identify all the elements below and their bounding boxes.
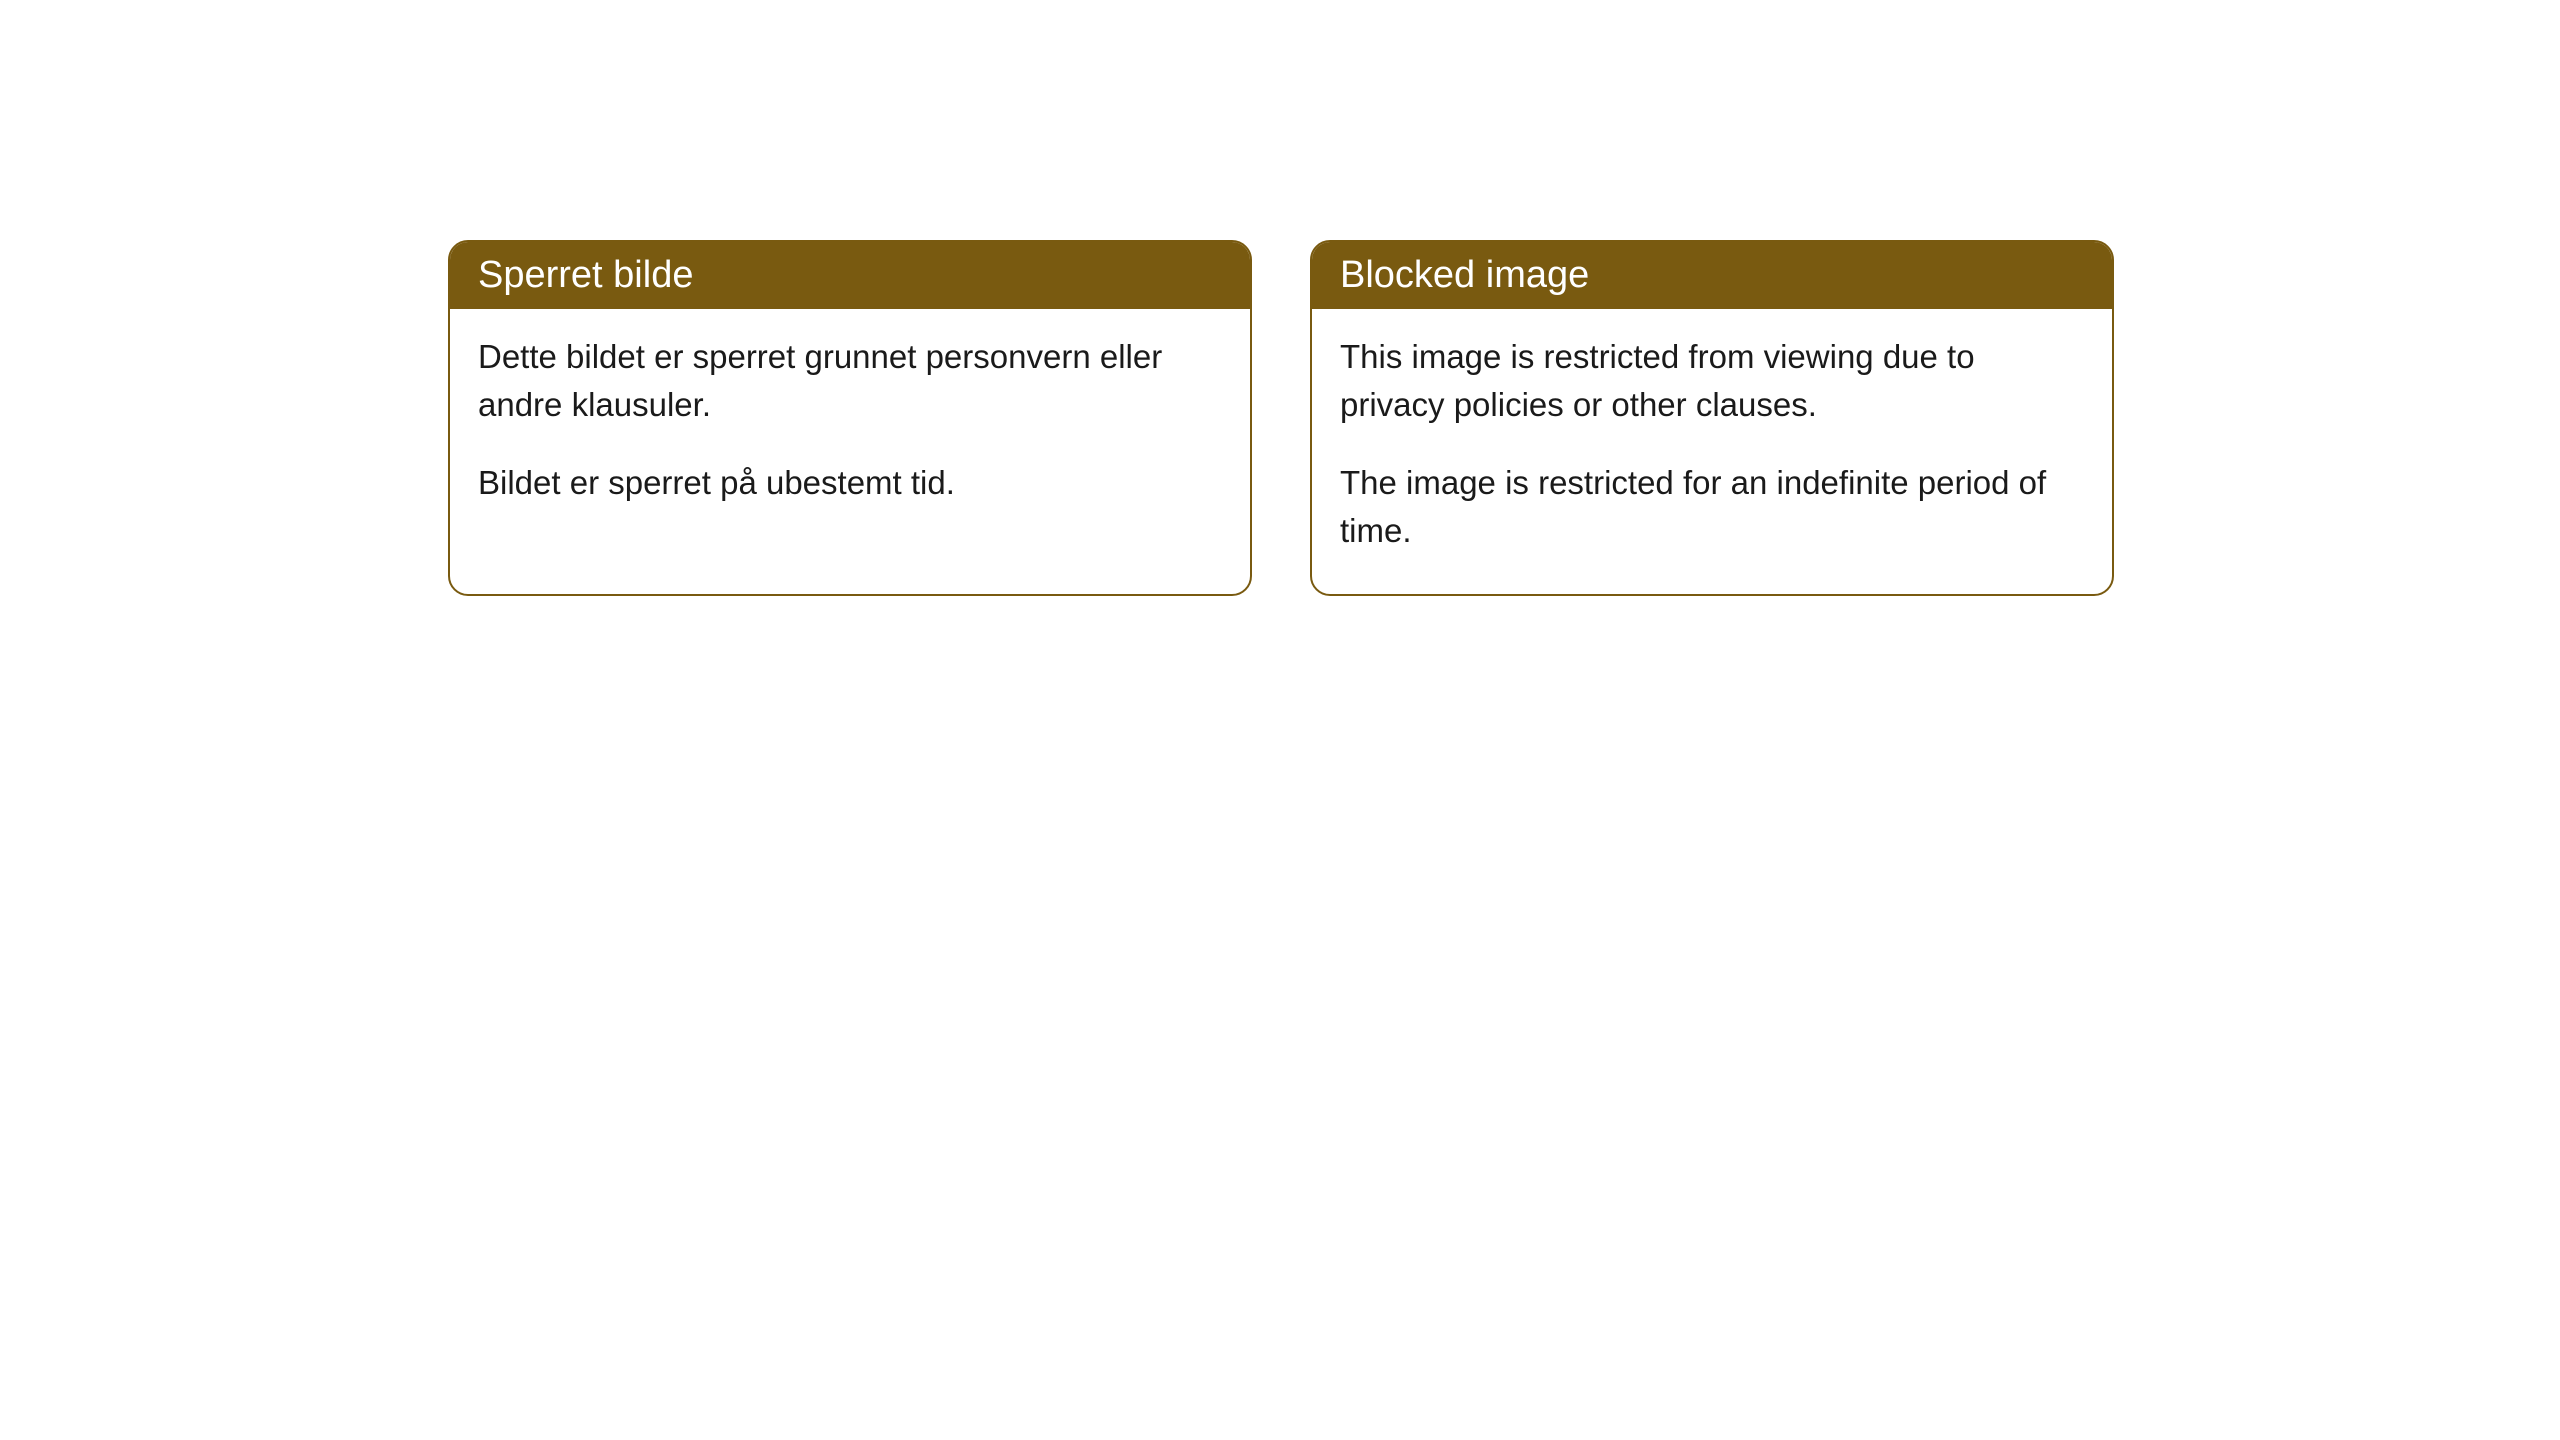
card-title: Sperret bilde: [478, 254, 693, 296]
card-paragraph-1: Dette bildet er sperret grunnet personve…: [478, 333, 1222, 429]
card-title: Blocked image: [1340, 254, 1589, 296]
card-paragraph-1: This image is restricted from viewing du…: [1340, 333, 2084, 429]
blocked-image-card-norwegian: Sperret bilde Dette bildet er sperret gr…: [448, 240, 1252, 596]
cards-container: Sperret bilde Dette bildet er sperret gr…: [448, 240, 2114, 596]
blocked-image-card-english: Blocked image This image is restricted f…: [1310, 240, 2114, 596]
card-header: Sperret bilde: [450, 242, 1250, 309]
card-header: Blocked image: [1312, 242, 2112, 309]
card-body: This image is restricted from viewing du…: [1312, 309, 2112, 594]
card-paragraph-2: Bildet er sperret på ubestemt tid.: [478, 459, 1222, 507]
card-body: Dette bildet er sperret grunnet personve…: [450, 309, 1250, 547]
card-paragraph-2: The image is restricted for an indefinit…: [1340, 459, 2084, 555]
